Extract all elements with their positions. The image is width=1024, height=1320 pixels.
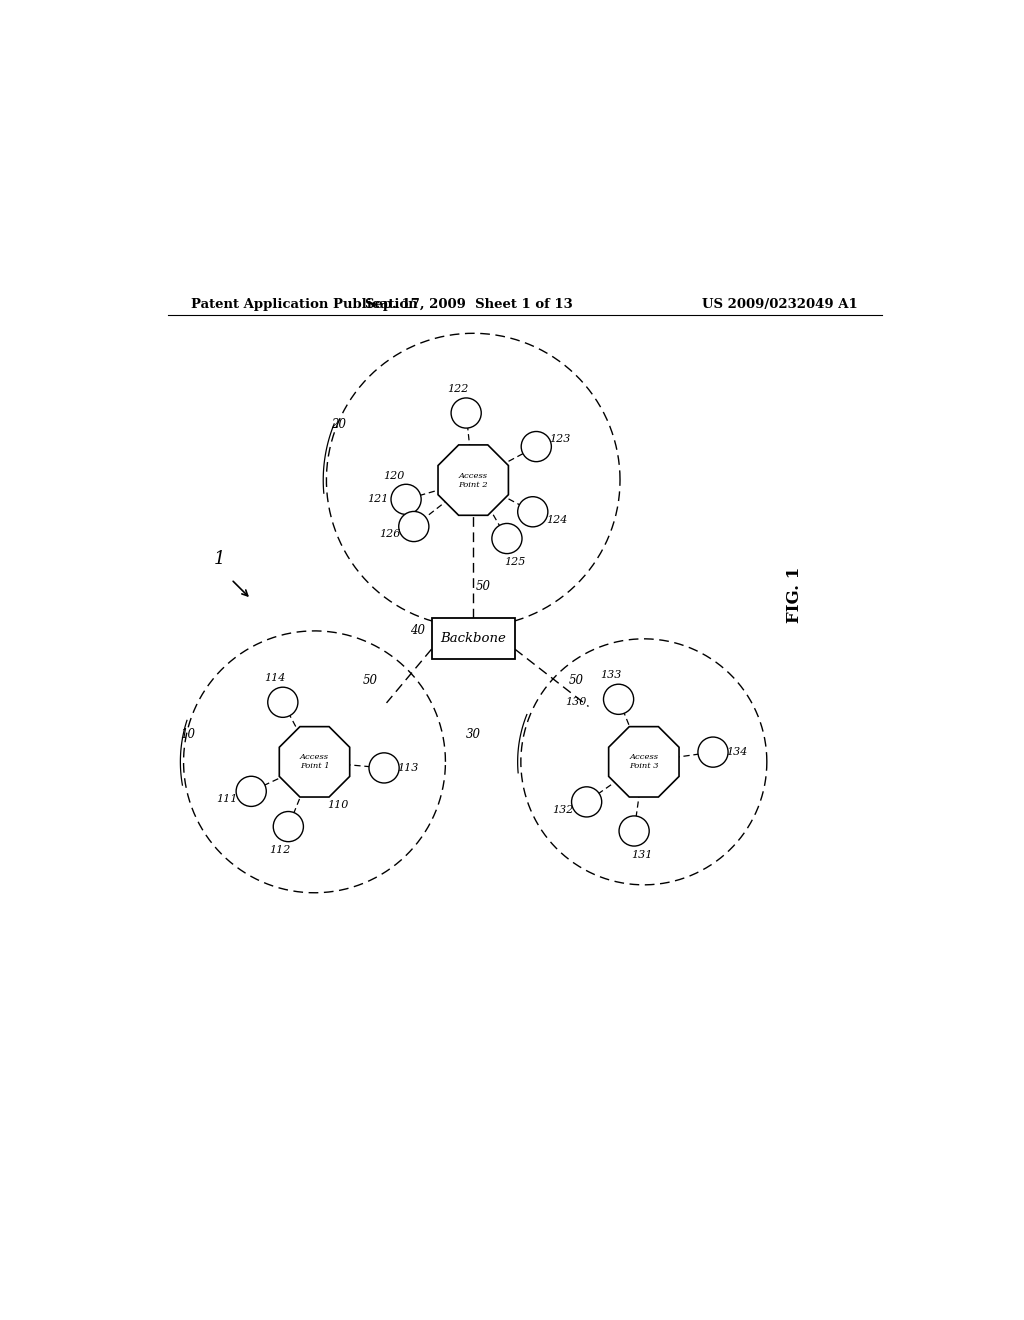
Circle shape <box>452 397 481 428</box>
Circle shape <box>237 776 266 807</box>
Polygon shape <box>438 445 508 515</box>
Text: 133: 133 <box>600 671 622 681</box>
Text: 10: 10 <box>180 727 195 741</box>
Circle shape <box>698 737 728 767</box>
Circle shape <box>369 752 399 783</box>
Text: Patent Application Publication: Patent Application Publication <box>191 298 418 312</box>
FancyBboxPatch shape <box>431 618 515 660</box>
Polygon shape <box>608 726 679 797</box>
Text: 111: 111 <box>217 795 239 804</box>
Circle shape <box>391 484 421 515</box>
Text: 110: 110 <box>328 800 349 810</box>
Text: 30: 30 <box>466 727 480 741</box>
Polygon shape <box>280 726 349 797</box>
Text: Access
Point 1: Access Point 1 <box>300 754 330 771</box>
Text: 122: 122 <box>447 384 469 395</box>
Text: 114: 114 <box>264 673 286 684</box>
Text: Sep. 17, 2009  Sheet 1 of 13: Sep. 17, 2009 Sheet 1 of 13 <box>366 298 573 312</box>
Text: US 2009/0232049 A1: US 2009/0232049 A1 <box>702 298 858 312</box>
Text: 124: 124 <box>546 515 567 525</box>
Text: Backbone: Backbone <box>440 632 506 645</box>
Text: 134: 134 <box>726 747 748 758</box>
Text: 1: 1 <box>214 550 225 569</box>
Text: 50: 50 <box>362 673 378 686</box>
Text: 113: 113 <box>397 763 419 774</box>
Text: 20: 20 <box>331 418 346 432</box>
Circle shape <box>492 524 522 553</box>
Circle shape <box>398 511 429 541</box>
Circle shape <box>603 684 634 714</box>
Text: 123: 123 <box>550 434 570 444</box>
Text: 121: 121 <box>368 495 389 504</box>
Text: 50: 50 <box>569 673 584 686</box>
Text: Access
Point 2: Access Point 2 <box>459 471 488 488</box>
Circle shape <box>571 787 602 817</box>
Text: 112: 112 <box>269 845 291 855</box>
Text: 132: 132 <box>552 805 573 814</box>
Circle shape <box>273 812 303 842</box>
Text: 126: 126 <box>379 529 400 540</box>
Text: 130: 130 <box>565 697 587 708</box>
Text: FIG. 1: FIG. 1 <box>786 568 803 623</box>
Circle shape <box>620 816 649 846</box>
Text: 120: 120 <box>383 471 404 480</box>
Text: 131: 131 <box>632 850 652 859</box>
Circle shape <box>267 688 298 717</box>
Circle shape <box>518 496 548 527</box>
Text: 50: 50 <box>476 579 492 593</box>
Text: 125: 125 <box>504 557 525 568</box>
Text: Access
Point 3: Access Point 3 <box>629 754 658 771</box>
Text: 40: 40 <box>411 624 425 638</box>
Circle shape <box>521 432 551 462</box>
